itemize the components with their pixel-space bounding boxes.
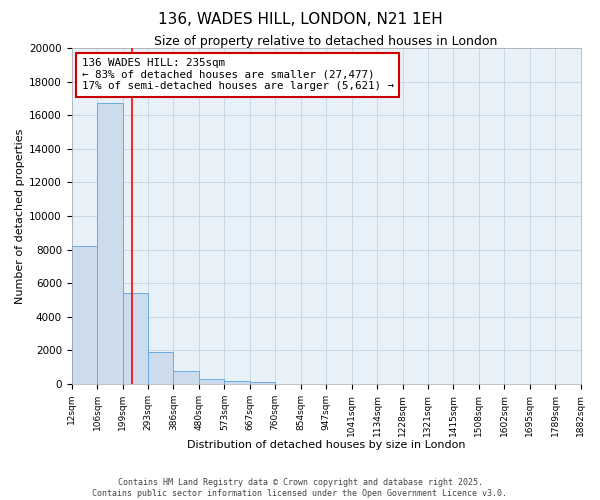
Text: 136 WADES HILL: 235sqm
← 83% of detached houses are smaller (27,477)
17% of semi: 136 WADES HILL: 235sqm ← 83% of detached… <box>82 58 394 92</box>
Bar <box>224 380 250 384</box>
Bar <box>97 104 122 384</box>
Bar <box>122 294 148 384</box>
Text: Contains HM Land Registry data © Crown copyright and database right 2025.
Contai: Contains HM Land Registry data © Crown c… <box>92 478 508 498</box>
X-axis label: Distribution of detached houses by size in London: Distribution of detached houses by size … <box>187 440 466 450</box>
Bar <box>250 382 275 384</box>
Title: Size of property relative to detached houses in London: Size of property relative to detached ho… <box>154 35 498 48</box>
Bar <box>148 352 173 384</box>
Bar <box>71 246 97 384</box>
Bar <box>199 379 224 384</box>
Text: 136, WADES HILL, LONDON, N21 1EH: 136, WADES HILL, LONDON, N21 1EH <box>158 12 442 28</box>
Bar <box>173 372 199 384</box>
Y-axis label: Number of detached properties: Number of detached properties <box>15 128 25 304</box>
